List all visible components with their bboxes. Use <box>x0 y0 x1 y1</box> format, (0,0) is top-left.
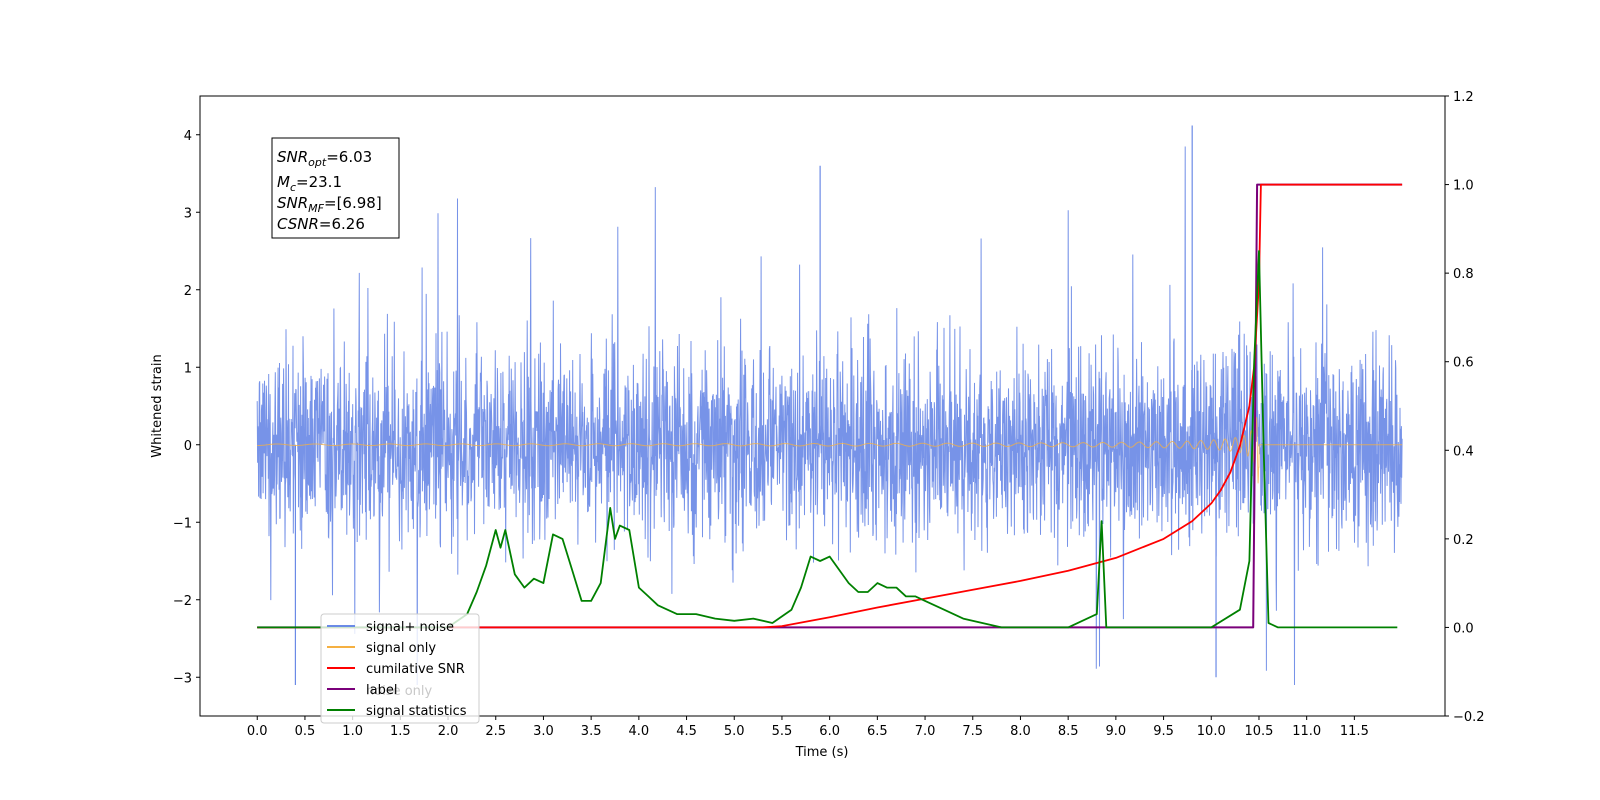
info-symbol: SNR <box>277 148 308 166</box>
legend-label: signal statistics <box>366 704 467 719</box>
signal-noise-series <box>256 125 1403 686</box>
y2-tick-label: 0.2 <box>1453 533 1474 548</box>
info-line: Mc=23.1 <box>277 173 342 194</box>
x-tick-label: 2.5 <box>485 724 506 739</box>
x-tick-label: 7.5 <box>962 724 983 739</box>
y-tick-label: −1 <box>173 516 192 531</box>
x-tick-label: 6.5 <box>867 724 888 739</box>
x-tick-label: 8.5 <box>1058 724 1079 739</box>
legend: noise only signal+ noise signal only cumil… <box>320 613 480 724</box>
info-value: =23.1 <box>296 173 342 191</box>
signal-only-series <box>257 416 1403 484</box>
cumilative-snr-line <box>257 183 1403 629</box>
legend-label: cumilative SNR <box>366 662 465 677</box>
y2-tick-label: 0.6 <box>1453 356 1474 371</box>
info-symbol: SNR <box>277 194 308 212</box>
legend-label: signal only <box>366 641 436 656</box>
x-tick-label: 5.0 <box>724 724 745 739</box>
plot-area <box>256 125 1403 686</box>
x-tick-label: 1.5 <box>390 724 411 739</box>
x-tick-label: 9.5 <box>1153 724 1174 739</box>
y2-tick-label: 0.8 <box>1453 267 1474 282</box>
y-tick-label: 3 <box>184 206 192 221</box>
info-subscript: c <box>290 181 296 194</box>
y-tick-label: −3 <box>173 671 192 686</box>
info-value: =6.03 <box>326 148 372 166</box>
signal-statistics-line <box>257 250 1398 629</box>
x-tick-label: 1.0 <box>342 724 363 739</box>
legend-label: signal+ noise <box>366 620 454 635</box>
x-tick-label: 4.0 <box>629 724 650 739</box>
signal-only-line <box>257 416 1403 484</box>
legend-hidden-label: noise only <box>366 684 433 699</box>
info-box-frame <box>271 137 400 239</box>
x-tick-label: 5.5 <box>772 724 793 739</box>
x-tick-label: 2.0 <box>438 724 459 739</box>
x-tick-label: 3.0 <box>533 724 554 739</box>
y2-tick-label: 1.0 <box>1453 179 1474 194</box>
info-symbol: M <box>277 173 290 191</box>
x-tick-label: 11.0 <box>1292 724 1321 739</box>
legend-label: label <box>366 683 397 698</box>
info-value: =6.26 <box>319 215 365 233</box>
x-tick-label: 0.5 <box>295 724 316 739</box>
info-line: SNRMF=[6.98] <box>277 194 382 215</box>
x-axis-label: Time (s) <box>795 745 849 760</box>
x-tick-label: 7.0 <box>915 724 936 739</box>
y2-tick-label: 1.2 <box>1453 90 1474 105</box>
y-tick-label: 0 <box>184 439 192 454</box>
right-axis-series <box>257 183 1403 629</box>
x-tick-label: 0.0 <box>247 724 268 739</box>
y2-tick-label: 0.4 <box>1453 444 1474 459</box>
y2-tick-label: −0.2 <box>1453 710 1485 725</box>
x-tick-label: 10.5 <box>1244 724 1273 739</box>
y-tick-label: −2 <box>173 594 192 609</box>
signal-noise-line <box>256 146 1403 686</box>
y-tick-label: 1 <box>184 361 192 376</box>
x-tick-label: 3.5 <box>581 724 602 739</box>
y2-tick-label: 0.0 <box>1453 621 1474 636</box>
legend-frame <box>320 613 480 724</box>
y2-axis-ticks: −0.2 0.0 0.2 0.4 0.6 0.8 1.0 1.2 <box>1445 90 1485 725</box>
x-axis-ticks: 0.0 0.5 1.0 1.5 2.0 2.5 3.0 3.5 4.0 4.5 5.0 5.5 6.0 6… <box>247 716 1369 739</box>
x-tick-label: 4.5 <box>676 724 697 739</box>
x-tick-label: 10.0 <box>1197 724 1226 739</box>
info-subscript: MF <box>308 202 324 215</box>
info-value: =[6.98] <box>324 194 382 212</box>
info-line: SNRopt=6.03 <box>277 148 372 169</box>
info-line: CSNR=6.26 <box>277 215 365 233</box>
x-tick-label: 11.5 <box>1340 724 1369 739</box>
y-axis-ticks: −3 −2 −1 0 1 2 3 4 <box>173 129 200 686</box>
x-tick-label: 6.0 <box>819 724 840 739</box>
y-tick-label: 2 <box>184 284 192 299</box>
info-subscript: opt <box>308 156 327 169</box>
plot-frame <box>199 95 1446 717</box>
y-axis-label: Whitened strain <box>150 354 165 457</box>
info-symbol: CSNR <box>277 215 319 233</box>
x-tick-label: 8.0 <box>1010 724 1031 739</box>
x-tick-label: 9.0 <box>1106 724 1127 739</box>
y-tick-label: 4 <box>184 129 192 144</box>
